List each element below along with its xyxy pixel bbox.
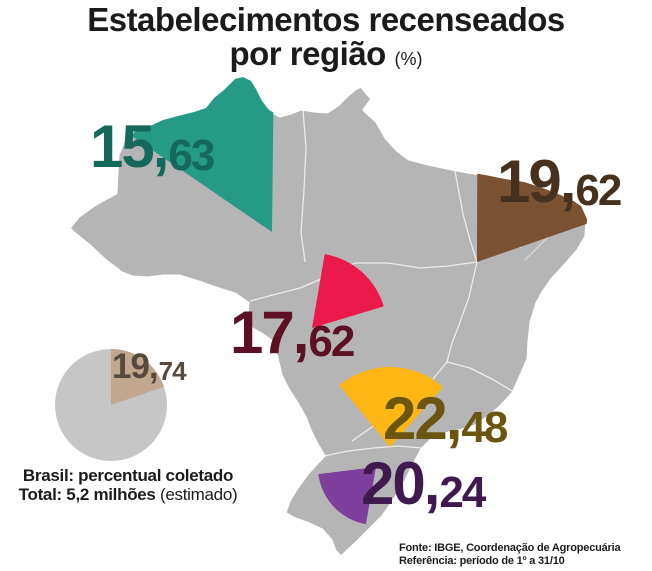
value-pie-int: 19, xyxy=(112,347,159,386)
value-label-centro-oeste: 17,62 xyxy=(230,303,355,366)
pie-caption-line1: Brasil: percentual coletado xyxy=(22,466,234,485)
chart-title-unit: (%) xyxy=(394,48,423,69)
source-line1: Fonte: IBGE, Coordenação de Agropecuária xyxy=(399,542,621,554)
wedge-sul xyxy=(318,467,376,525)
chart-title-line1: Estabelecimentos recenseados xyxy=(87,1,565,38)
value-label-sul: 20,24 xyxy=(361,454,486,517)
pie-caption-estimate: (estimado) xyxy=(160,485,238,505)
value-sul-dec: 24 xyxy=(439,468,486,517)
pie-caption-total: Total: 5,2 milhões xyxy=(18,485,156,505)
chart-title: Estabelecimentos recenseados por região … xyxy=(0,3,652,70)
pie-caption: Brasil: percentual coletado Total: 5,2 m… xyxy=(0,466,256,504)
wedge-centro-oeste xyxy=(312,254,384,328)
pie-slice-collected xyxy=(111,348,164,405)
value-centro-oeste-int: 17, xyxy=(230,299,309,366)
value-label-norte: 15,63 xyxy=(90,117,215,180)
value-sudeste-dec: 48 xyxy=(461,403,508,452)
value-nordeste-int: 19, xyxy=(497,148,576,215)
value-pie-dec: 74 xyxy=(158,356,187,386)
value-sul-int: 20, xyxy=(361,450,440,517)
value-norte-int: 15, xyxy=(90,113,169,180)
pie-caption-line2: Total: 5,2 milhões (estimado) xyxy=(0,485,256,504)
value-label-nordeste: 19,62 xyxy=(497,152,622,215)
source-line2: Referência: período de 1º a 31/10 xyxy=(399,555,565,568)
wedge-sudeste xyxy=(339,367,443,447)
value-norte-dec: 63 xyxy=(168,131,215,180)
value-centro-oeste-dec: 62 xyxy=(308,317,355,366)
national-pie xyxy=(55,348,167,461)
chart-title-line2-text: por região xyxy=(229,34,386,72)
value-sudeste-int: 22, xyxy=(383,385,462,452)
value-label-sudeste: 22,48 xyxy=(383,389,508,452)
value-label-brasil-pie: 19,74 xyxy=(112,347,187,386)
chart-title-line2: por região (%) xyxy=(0,34,652,72)
value-nordeste-dec: 62 xyxy=(575,166,622,215)
source-note: Fonte: IBGE, Coordenação de Agropecuária… xyxy=(399,542,621,569)
